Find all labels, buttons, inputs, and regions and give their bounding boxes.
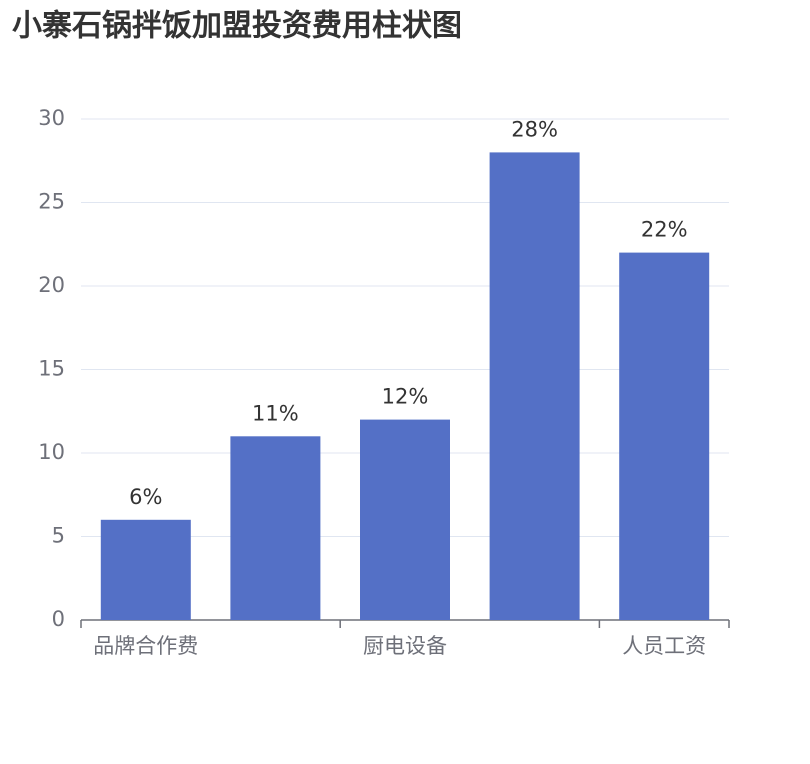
y-tick-label: 5 bbox=[52, 524, 65, 548]
y-tick-label: 0 bbox=[52, 607, 65, 631]
data-label: 12% bbox=[382, 385, 429, 409]
y-tick-label: 25 bbox=[38, 190, 65, 214]
data-label: 22% bbox=[641, 218, 688, 242]
data-label: 28% bbox=[511, 117, 558, 141]
x-tick-label: 人员工资 bbox=[622, 634, 706, 658]
data-label: 11% bbox=[252, 401, 299, 425]
x-tick-label: 厨电设备 bbox=[363, 634, 447, 658]
bar bbox=[100, 519, 191, 620]
y-tick-label: 10 bbox=[38, 440, 65, 464]
y-tick-label: 30 bbox=[38, 106, 65, 130]
y-tick-label: 20 bbox=[38, 273, 65, 297]
bar bbox=[360, 419, 450, 620]
bar bbox=[230, 436, 321, 620]
data-label: 6% bbox=[129, 485, 162, 509]
x-tick-label: 品牌合作费 bbox=[93, 634, 198, 658]
y-tick-label: 15 bbox=[38, 357, 65, 381]
bar bbox=[619, 252, 710, 620]
bar bbox=[489, 152, 580, 620]
chart-title: 小寨石锅拌饭加盟投资费用柱状图 bbox=[12, 9, 462, 44]
